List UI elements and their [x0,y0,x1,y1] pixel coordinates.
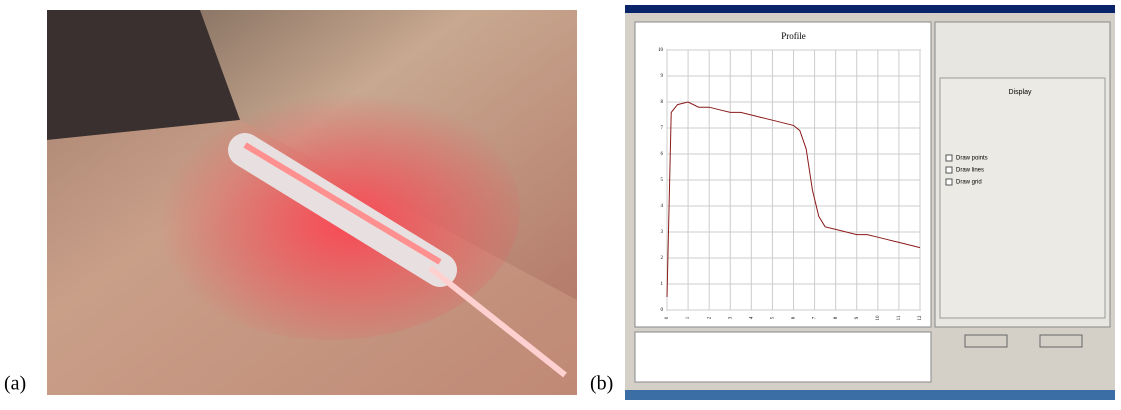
x-tick-label: 10 [876,315,881,321]
y-tick-label: 1 [661,282,664,287]
profile-line [666,101,921,298]
y-tick-label: 7 [661,126,664,131]
y-tick-label: 8 [661,100,664,105]
x-tick-label: 4 [749,316,754,319]
panel-label: (b) [590,373,613,395]
option-label: Draw lines [956,168,984,174]
x-tick-label: 2 [707,316,712,319]
x-tick-label: 5 [771,316,776,319]
y-tick-label: 5 [661,178,664,183]
y-tick-label: 10 [658,48,664,53]
x-tick-label: 3 [728,316,733,319]
checkbox[interactable] [945,154,953,162]
x-tick-label: 8 [834,316,839,319]
checkbox[interactable] [945,166,953,174]
x-tick-label: 1 [686,316,691,319]
x-tick-label: 12 [918,315,923,321]
option-label: Draw points [956,156,988,162]
y-tick-label: 6 [661,152,664,157]
button[interactable] [964,334,1008,348]
x-tick-label: 7 [813,316,818,319]
y-tick-label: 4 [661,204,664,209]
y-tick-label: 0 [661,308,664,313]
y-tick-label: 3 [661,230,664,235]
x-tick-label: 9 [855,316,860,319]
y-tick-label: 9 [661,74,664,79]
checkbox[interactable] [945,178,953,186]
option-label: Draw grid [956,180,982,186]
photo [47,10,577,395]
panel-label: (a) [4,373,26,395]
button[interactable] [1039,334,1083,348]
tab[interactable]: Display [1009,89,1032,96]
x-tick-label: 6 [792,316,797,319]
x-tick-label: 0 [665,316,670,319]
x-tick-label: 11 [897,315,902,320]
chart-title: Profile [781,31,806,41]
screenshot: Display [625,5,1115,400]
y-tick-label: 2 [661,256,664,261]
